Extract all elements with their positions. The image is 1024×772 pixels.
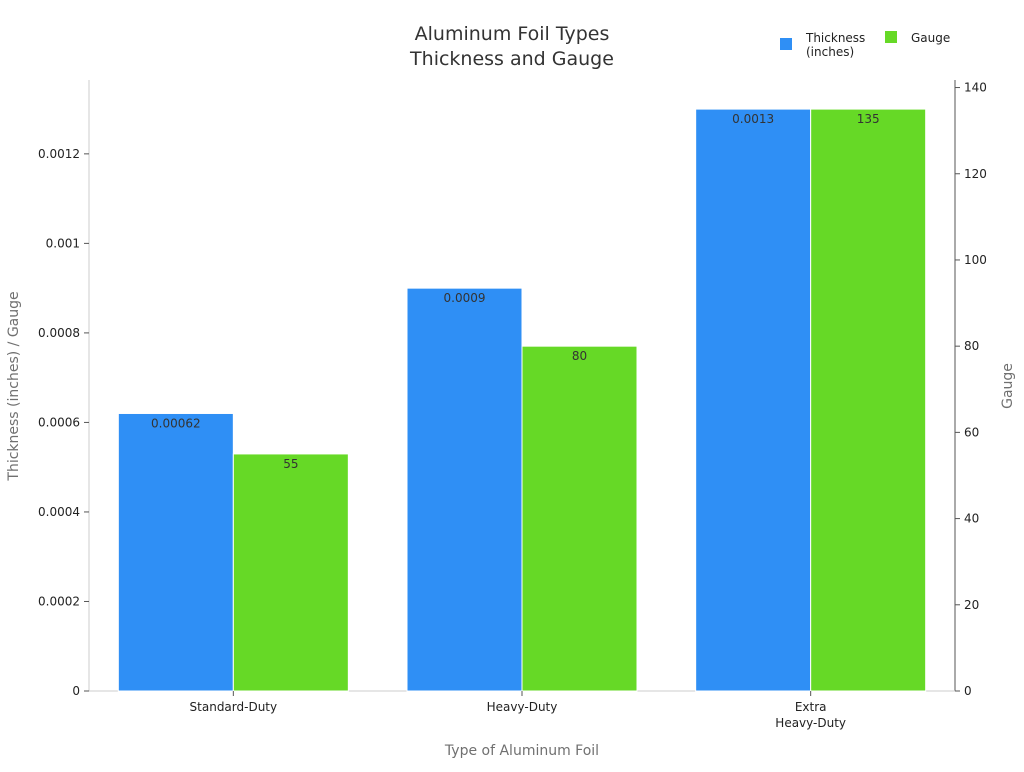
data-label-thickness: 0.0013 xyxy=(732,112,774,126)
bar-gauge xyxy=(810,108,927,692)
right-tick-label: 60 xyxy=(964,425,979,439)
x-tick-label: Extra xyxy=(795,700,827,714)
legend-swatch-gauge xyxy=(885,31,897,43)
bar-gauge xyxy=(232,453,349,692)
data-label-thickness: 0.0009 xyxy=(444,291,486,305)
right-tick-label: 40 xyxy=(964,512,979,526)
data-label-gauge: 55 xyxy=(283,457,298,471)
data-label-thickness: 0.00062 xyxy=(151,416,201,430)
legend-swatch-thickness xyxy=(780,38,792,50)
right-tick-label: 0 xyxy=(964,684,972,698)
left-tick-label: 0.001 xyxy=(46,236,80,250)
bar-thickness xyxy=(406,287,523,692)
data-label-gauge: 135 xyxy=(857,112,880,126)
data-label-gauge: 80 xyxy=(572,349,587,363)
legend-label-gauge: Gauge xyxy=(911,31,950,45)
bar-gauge xyxy=(521,345,638,692)
x-tick-label: Standard-Duty xyxy=(190,700,278,714)
left-tick-label: 0 xyxy=(72,684,80,698)
right-tick-label: 100 xyxy=(964,253,987,267)
right-tick-label: 140 xyxy=(964,81,987,95)
left-tick-label: 0.0008 xyxy=(38,326,80,340)
right-tick-label: 20 xyxy=(964,598,979,612)
left-tick-label: 0.0002 xyxy=(38,594,80,608)
left-tick-label: 0.0012 xyxy=(38,147,80,161)
bar-thickness xyxy=(117,412,234,692)
right-tick-label: 80 xyxy=(964,339,979,353)
left-axis-title: Thickness (inches) / Gauge xyxy=(6,291,22,481)
x-tick-label: Heavy-Duty xyxy=(487,700,558,714)
left-tick-label: 0.0006 xyxy=(38,415,80,429)
left-tick-label: 0.0004 xyxy=(38,505,80,519)
chart-title-line: Thickness and Gauge xyxy=(409,48,614,70)
chart-title-line: Aluminum Foil Types xyxy=(415,23,610,45)
legend-label-thickness: (inches) xyxy=(806,45,854,59)
bar-thickness xyxy=(695,108,812,692)
right-tick-label: 120 xyxy=(964,167,987,181)
x-axis-title: Type of Aluminum Foil xyxy=(444,743,599,759)
legend-label-thickness: Thickness xyxy=(805,31,865,45)
right-axis-title: Gauge xyxy=(1000,363,1016,409)
x-tick-label: Heavy-Duty xyxy=(775,716,846,730)
